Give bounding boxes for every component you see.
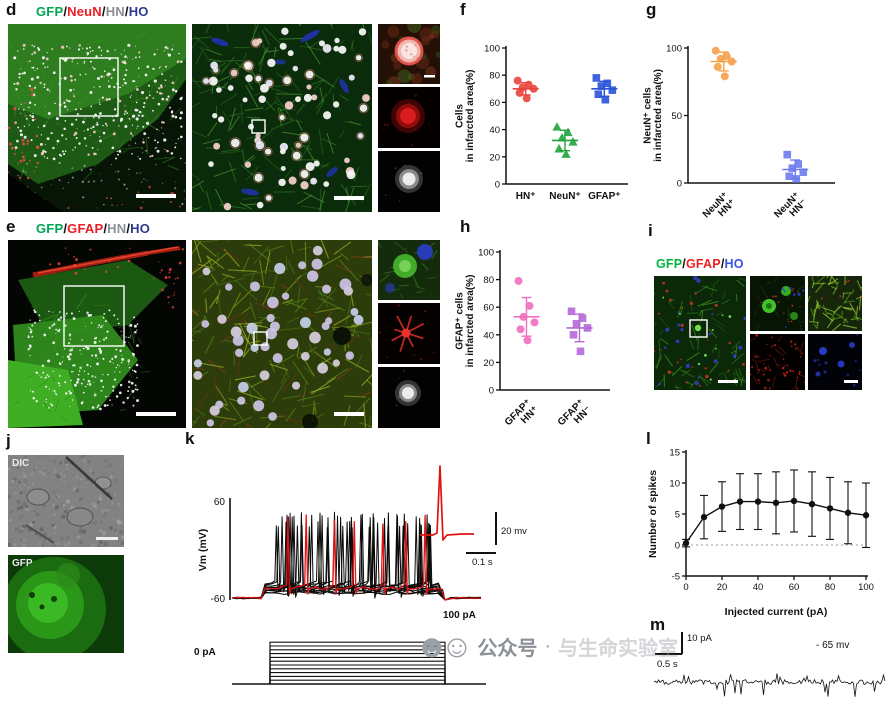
panel-j-dic-image: DIC (8, 455, 124, 547)
svg-text:80: 80 (825, 582, 836, 593)
svg-text:0 pA: 0 pA (194, 647, 216, 658)
svg-text:40: 40 (489, 125, 500, 136)
svg-text:HN⁺: HN⁺ (516, 191, 536, 202)
svg-text:10: 10 (669, 479, 680, 490)
svg-text:50: 50 (671, 111, 682, 122)
svg-text:GFAP⁺: GFAP⁺ (588, 191, 621, 202)
panel-i-inset-ho-channel (808, 334, 862, 390)
svg-text:-5: -5 (672, 572, 680, 583)
svg-text:80: 80 (483, 275, 494, 286)
panel-label-g: g (646, 0, 657, 19)
svg-text:40: 40 (483, 330, 494, 341)
panel-i-inset-merged (750, 276, 805, 331)
panel-l-line-chart: -5 0 5 10 15 0 20 40 60 80 100 Injected current (pA… (642, 438, 882, 620)
svg-text:NeuN⁺HN⁺: NeuN⁺HN⁺ (701, 190, 738, 227)
svg-text:80: 80 (489, 71, 500, 82)
svg-text:100 pA: 100 pA (443, 610, 476, 621)
svg-text:60: 60 (789, 582, 800, 593)
panel-label-j: j (6, 431, 11, 450)
panel-g-scatter-chart: 0 50 100 NeuN⁺ cellsin infarcted area(%) Neu… (640, 12, 865, 228)
panel-label-f: f (460, 0, 466, 19)
panel-label-k: k (185, 429, 195, 448)
panel-d-inset-hn-channel (378, 151, 440, 212)
panel-i-inset-gfap-channel (750, 334, 805, 390)
panel-e-magnified-micrograph (192, 240, 372, 428)
svg-text:- 65 mv: - 65 mv (816, 640, 849, 651)
svg-text:20: 20 (489, 152, 500, 163)
panel-d-title: GFP/NeuN/HN/HO (36, 4, 149, 19)
panel-d-magnified-micrograph (192, 24, 372, 212)
svg-text:-60: -60 (211, 594, 226, 605)
panel-d-overview-micrograph (8, 24, 186, 212)
svg-text:60: 60 (483, 303, 494, 314)
watermark-separator: · (544, 634, 552, 657)
panel-m-current-trace: 10 pA 0.5 s - 65 mv (650, 626, 890, 712)
svg-text:GFAP⁺ cellsin infarcted area(%: GFAP⁺ cellsin infarcted area(%) (454, 275, 476, 368)
svg-text:Number of spikes: Number of spikes (647, 470, 659, 558)
svg-text:0: 0 (677, 179, 682, 190)
svg-text:0: 0 (675, 541, 680, 552)
svg-text:20: 20 (483, 358, 494, 369)
svg-text:15: 15 (669, 448, 680, 459)
panel-j-gfp-image: GFP (8, 555, 124, 653)
panel-label-h: h (460, 217, 471, 236)
panel-e-inset-hn-channel (378, 367, 440, 428)
panel-label-l: l (646, 429, 651, 448)
svg-text:100: 100 (484, 44, 500, 55)
panel-e-overview-micrograph (8, 240, 186, 428)
svg-text:0: 0 (683, 582, 688, 593)
panel-f-scatter-chart: 0 20 40 60 80 100 Cellsin infarcted area(%) HN⁺… (452, 12, 632, 224)
svg-text:100: 100 (478, 248, 494, 259)
panel-i-title: GFP/GFAP/HO (656, 257, 744, 271)
svg-text:GFAP⁺HN⁺: GFAP⁺HN⁺ (503, 397, 541, 435)
panel-label-d: d (6, 0, 17, 19)
panel-h-scatter-chart: 0 20 40 60 80 100 GFAP⁺ cellsin infarcted area… (452, 228, 632, 448)
panel-i-overview-micrograph (654, 276, 746, 390)
panel-e-title: GFP/GFAP/HN/HO (36, 221, 151, 236)
panel-e-inset-merged (378, 240, 440, 300)
svg-text:5: 5 (675, 510, 680, 521)
panel-label-m: m (650, 615, 666, 634)
svg-text:Injected current (pA): Injected current (pA) (725, 606, 828, 618)
svg-text:Vm (mV): Vm (mV) (197, 529, 209, 572)
svg-text:0.1 s: 0.1 s (472, 557, 493, 568)
svg-text:0.5 s: 0.5 s (657, 659, 678, 670)
panel-label-i: i (648, 221, 653, 240)
panel-d-inset-merged (378, 24, 440, 84)
svg-text:NeuN⁺: NeuN⁺ (549, 191, 580, 202)
gfp-image-label: GFP (12, 558, 33, 569)
panel-k-electrophysiology-traces: 60 -60 Vm (mV) 20 mv 0.1 s 100 pA 0 pA (190, 448, 542, 710)
panel-label-e: e (6, 217, 16, 236)
svg-text:40: 40 (753, 582, 764, 593)
svg-text:GFAP⁺HN⁻: GFAP⁺HN⁻ (556, 397, 594, 435)
svg-text:10 pA: 10 pA (687, 633, 712, 644)
panel-e-inset-gfap-channel (378, 303, 440, 364)
dic-image-label: DIC (12, 458, 30, 469)
svg-text:60: 60 (214, 497, 226, 508)
svg-text:0: 0 (495, 180, 500, 191)
svg-text:100: 100 (666, 44, 682, 55)
svg-text:NeuN⁺ cellsin infarcted area(%: NeuN⁺ cellsin infarcted area(%) (642, 69, 664, 162)
svg-text:Cellsin infarcted area(%): Cellsin infarcted area(%) (454, 70, 476, 163)
panel-i-inset-gfp-channel (808, 276, 862, 331)
svg-text:60: 60 (489, 98, 500, 109)
panel-d-inset-neun-channel (378, 87, 440, 148)
svg-text:20 mv: 20 mv (501, 526, 527, 537)
svg-text:0: 0 (489, 386, 494, 397)
svg-text:100: 100 (858, 582, 874, 593)
svg-text:NeuN⁺HN⁻: NeuN⁺HN⁻ (772, 190, 809, 227)
svg-text:20: 20 (717, 582, 728, 593)
